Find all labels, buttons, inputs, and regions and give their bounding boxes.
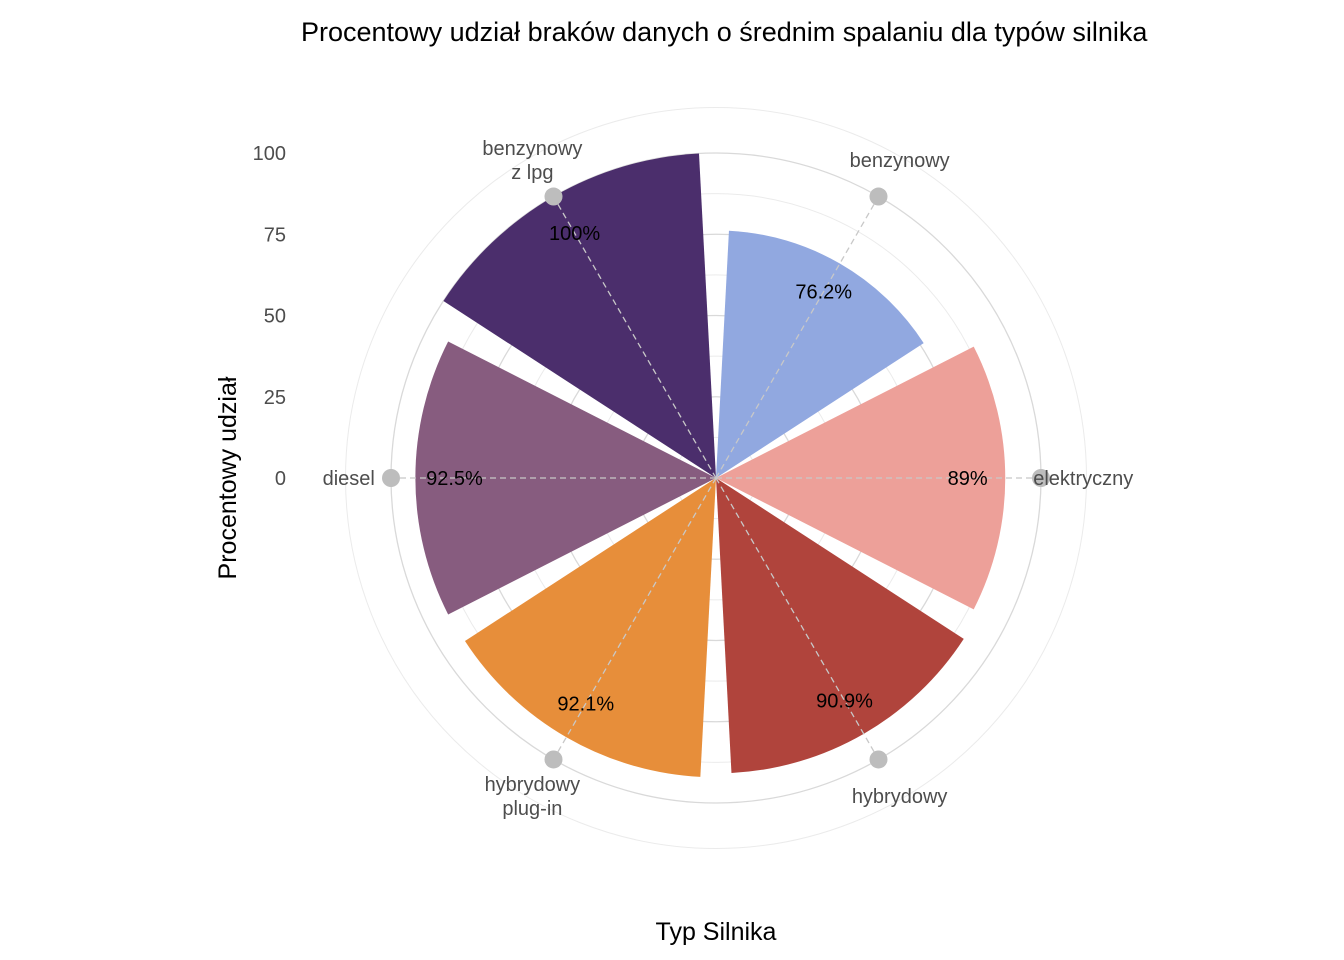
category-label: hybrydowy plug-in bbox=[485, 774, 581, 820]
category-label: benzynowy bbox=[850, 150, 950, 172]
value-label: 90.9% bbox=[816, 691, 873, 713]
category-point bbox=[544, 187, 563, 206]
y-axis-ticks: 0 25 50 75 100 bbox=[253, 143, 286, 490]
value-label: 89% bbox=[948, 468, 988, 490]
bar-wedge bbox=[716, 230, 924, 478]
category-label-line: benzynowy bbox=[850, 150, 950, 172]
category-label-line: hybrydowy bbox=[485, 774, 581, 796]
category-label-line: diesel bbox=[323, 468, 375, 490]
category-label: diesel bbox=[323, 468, 375, 490]
category-point bbox=[869, 187, 888, 206]
chart-title: Procentowy udział braków danych o średni… bbox=[301, 17, 1148, 47]
radial-line bbox=[552, 477, 717, 760]
category-point bbox=[544, 750, 563, 769]
bars bbox=[382, 153, 1050, 777]
value-labels: 76.2% 89% 90.9% 92.1% 92.5% 100% bbox=[426, 223, 988, 715]
radial-line bbox=[552, 196, 717, 479]
category-point bbox=[1032, 469, 1050, 487]
y-tick-label: 75 bbox=[264, 224, 286, 246]
category-label-line: hybrydowy bbox=[852, 786, 948, 808]
value-label: 92.1% bbox=[557, 694, 614, 716]
x-axis-title: Typ Silnika bbox=[656, 918, 777, 946]
value-label: 100% bbox=[549, 223, 600, 245]
y-tick-label: 25 bbox=[264, 387, 286, 409]
category-label: benzynowy z lpg bbox=[482, 138, 582, 184]
bar-wedge bbox=[443, 153, 716, 478]
category-point bbox=[382, 469, 400, 487]
y-tick-label: 50 bbox=[264, 306, 286, 328]
bar-wedge bbox=[464, 478, 716, 777]
value-label: 92.5% bbox=[426, 468, 483, 490]
value-label: 76.2% bbox=[795, 281, 852, 303]
category-label-line: benzynowy bbox=[482, 138, 582, 160]
y-axis-title: Procentowy udział bbox=[214, 376, 242, 579]
outer-grid-circle bbox=[345, 107, 1087, 849]
y-tick-label: 0 bbox=[275, 468, 286, 490]
radial-line bbox=[715, 477, 880, 760]
y-tick-label: 100 bbox=[253, 143, 286, 165]
radial-line bbox=[715, 196, 880, 479]
category-label-line: plug-in bbox=[502, 798, 562, 820]
category-label-line: elektryczny bbox=[1033, 468, 1133, 490]
category-label-line: z lpg bbox=[511, 162, 553, 184]
bar-wedge bbox=[716, 478, 964, 774]
category-label: hybrydowy bbox=[852, 786, 948, 808]
category-label: elektryczny bbox=[1033, 468, 1133, 490]
category-point bbox=[869, 750, 888, 769]
